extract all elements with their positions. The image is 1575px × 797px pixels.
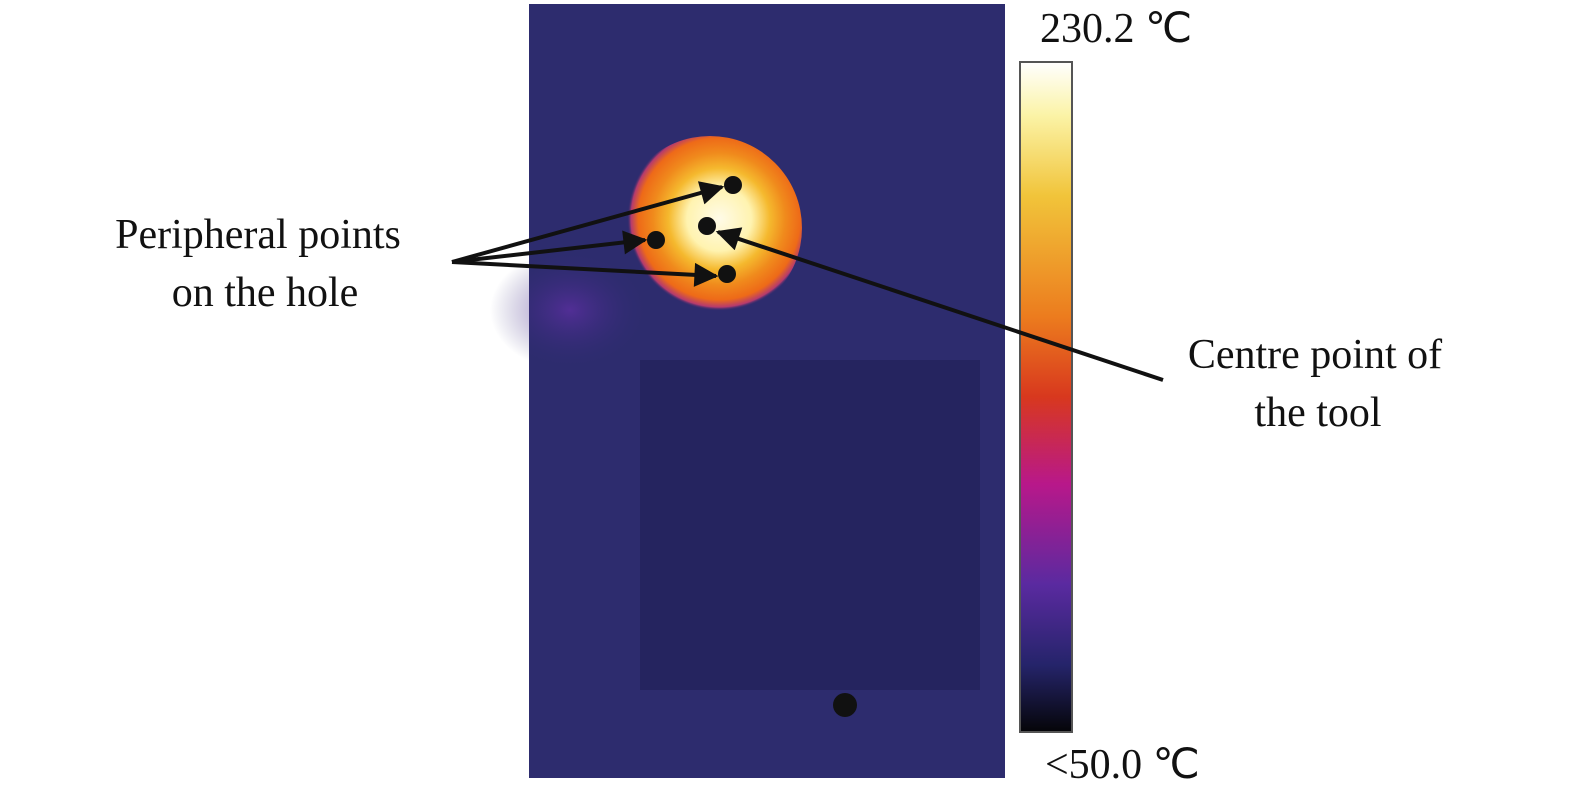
- point: [724, 176, 742, 194]
- color-scale: 230.2 ℃ <50.0 ℃: [1019, 6, 1200, 788]
- scale-min: <50.0 ℃: [1045, 742, 1200, 788]
- annotation-text: Centre point of: [1188, 332, 1442, 378]
- annotation-text: the tool: [1254, 390, 1381, 436]
- image-glow: [490, 250, 650, 370]
- centre-arrow: [715, 227, 1164, 382]
- scale-max: 230.2 ℃: [1040, 6, 1192, 52]
- point: [647, 231, 665, 249]
- color-bar: [1019, 61, 1073, 733]
- peripheral-annotation: [451, 181, 725, 287]
- arrow: [451, 181, 725, 264]
- point: [718, 265, 736, 283]
- annotation-text: on the hole: [172, 270, 359, 316]
- points: [647, 176, 742, 283]
- marker-dot: [833, 693, 857, 717]
- arrow: [451, 260, 719, 287]
- image-shade: [640, 360, 980, 690]
- arrow: [451, 230, 648, 264]
- annotation-text: Peripheral points: [115, 212, 401, 258]
- thermal-image: [490, 4, 1005, 778]
- point: [698, 217, 716, 235]
